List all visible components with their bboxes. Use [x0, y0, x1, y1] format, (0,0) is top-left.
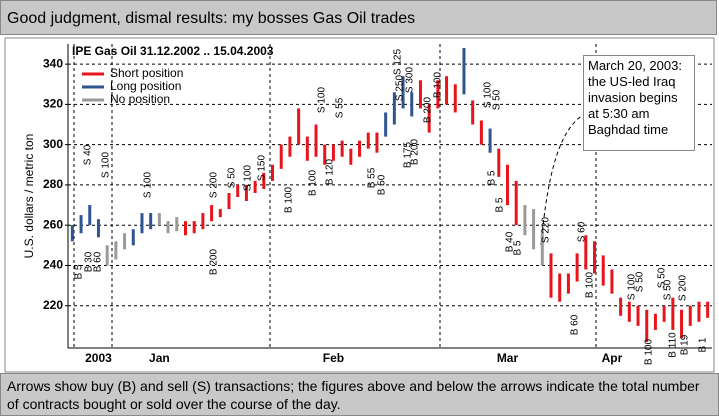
transaction-label: B 200 [410, 138, 421, 165]
transaction-label: S 100 [483, 81, 494, 108]
transaction-label: B 200 [209, 248, 220, 275]
y-tick-label: 240 [43, 258, 63, 272]
transaction-label: S 100 [143, 171, 154, 198]
legend-label: Short position [110, 66, 183, 80]
y-tick-label: 220 [43, 298, 63, 312]
transaction-label: B 19 [680, 334, 691, 355]
transaction-label: S 100 [627, 273, 638, 300]
transaction-label: S 125 [393, 48, 404, 75]
transaction-label: S 100 [101, 151, 112, 178]
transaction-label: B 5 [495, 197, 506, 212]
transaction-label: S 150 [257, 154, 268, 181]
transaction-label: B 100 [308, 169, 319, 196]
transaction-label: B 175 [403, 141, 414, 168]
transaction-label: S 300 [405, 66, 416, 93]
legend-label: Long position [110, 79, 181, 93]
transaction-label: B 40 [505, 231, 516, 252]
transaction-label: B 5 [513, 240, 524, 255]
transaction-label: S 50 [663, 279, 674, 300]
x-tick-label: Jan [149, 351, 170, 365]
transaction-label: S 200 [678, 274, 689, 301]
legend-label: No position [110, 92, 170, 106]
transaction-label: S 50 [657, 267, 668, 288]
transaction-label: B 100 [284, 186, 295, 213]
x-tick-label: Apr [602, 351, 623, 365]
x-tick-label: Feb [323, 351, 344, 365]
transaction-label: B 1 [698, 337, 709, 352]
transaction-label: S 200 [209, 171, 220, 198]
transaction-label: S 250 [395, 74, 406, 101]
transaction-label: B 60 [570, 314, 581, 335]
y-tick-label: 340 [43, 56, 63, 70]
transaction-label: S 50 [227, 167, 238, 188]
transaction-label: B 60 [93, 251, 104, 272]
transaction-label: B 30 [84, 251, 95, 272]
transaction-label: S 100 [243, 164, 254, 191]
transaction-label: S 50 [492, 89, 503, 110]
transaction-label: B 110 [668, 332, 679, 358]
y-axis-label: U.S. dollars / metric ton [22, 134, 36, 259]
transaction-label: B 5 [487, 170, 498, 185]
x-tick-label: 2003 [85, 351, 112, 365]
transaction-label: B 100 [433, 71, 444, 98]
transaction-label: S 60 [577, 221, 588, 242]
y-tick-label: 260 [43, 217, 63, 231]
transaction-label: B 200 [423, 96, 434, 123]
transaction-label: B 55 [367, 167, 378, 188]
y-tick-label: 320 [43, 97, 63, 111]
transaction-label: B 50 [377, 174, 388, 195]
y-tick-label: 300 [43, 137, 63, 151]
transaction-label: B 120 [325, 158, 336, 185]
transaction-label: B 100 [585, 271, 596, 298]
transaction-label: S 50 [635, 271, 646, 292]
transaction-label: B 100 [644, 338, 655, 365]
transaction-label: B 5 [74, 264, 85, 279]
chart-title: IPE Gas Oil 31.12.2002 .. 15.04.2003 [72, 44, 274, 58]
callout-leader [540, 114, 584, 246]
x-tick-label: Mar [497, 351, 519, 365]
callout: March 20, 2003: the US-led Iraq invasion… [583, 55, 695, 151]
caption: Arrows show buy (B) and sell (S) transac… [0, 373, 719, 416]
transaction-label: S 40 [83, 144, 94, 165]
header-title: Good judgment, dismal results: my bosses… [0, 0, 717, 35]
transaction-label: S 55 [335, 97, 346, 118]
transaction-label: S 100 [317, 86, 328, 113]
y-tick-label: 280 [43, 177, 63, 191]
transaction-label: S 220 [541, 216, 552, 243]
chart: IPE Gas Oil 31.12.2002 .. 15.04.2003 U.S… [4, 37, 715, 373]
